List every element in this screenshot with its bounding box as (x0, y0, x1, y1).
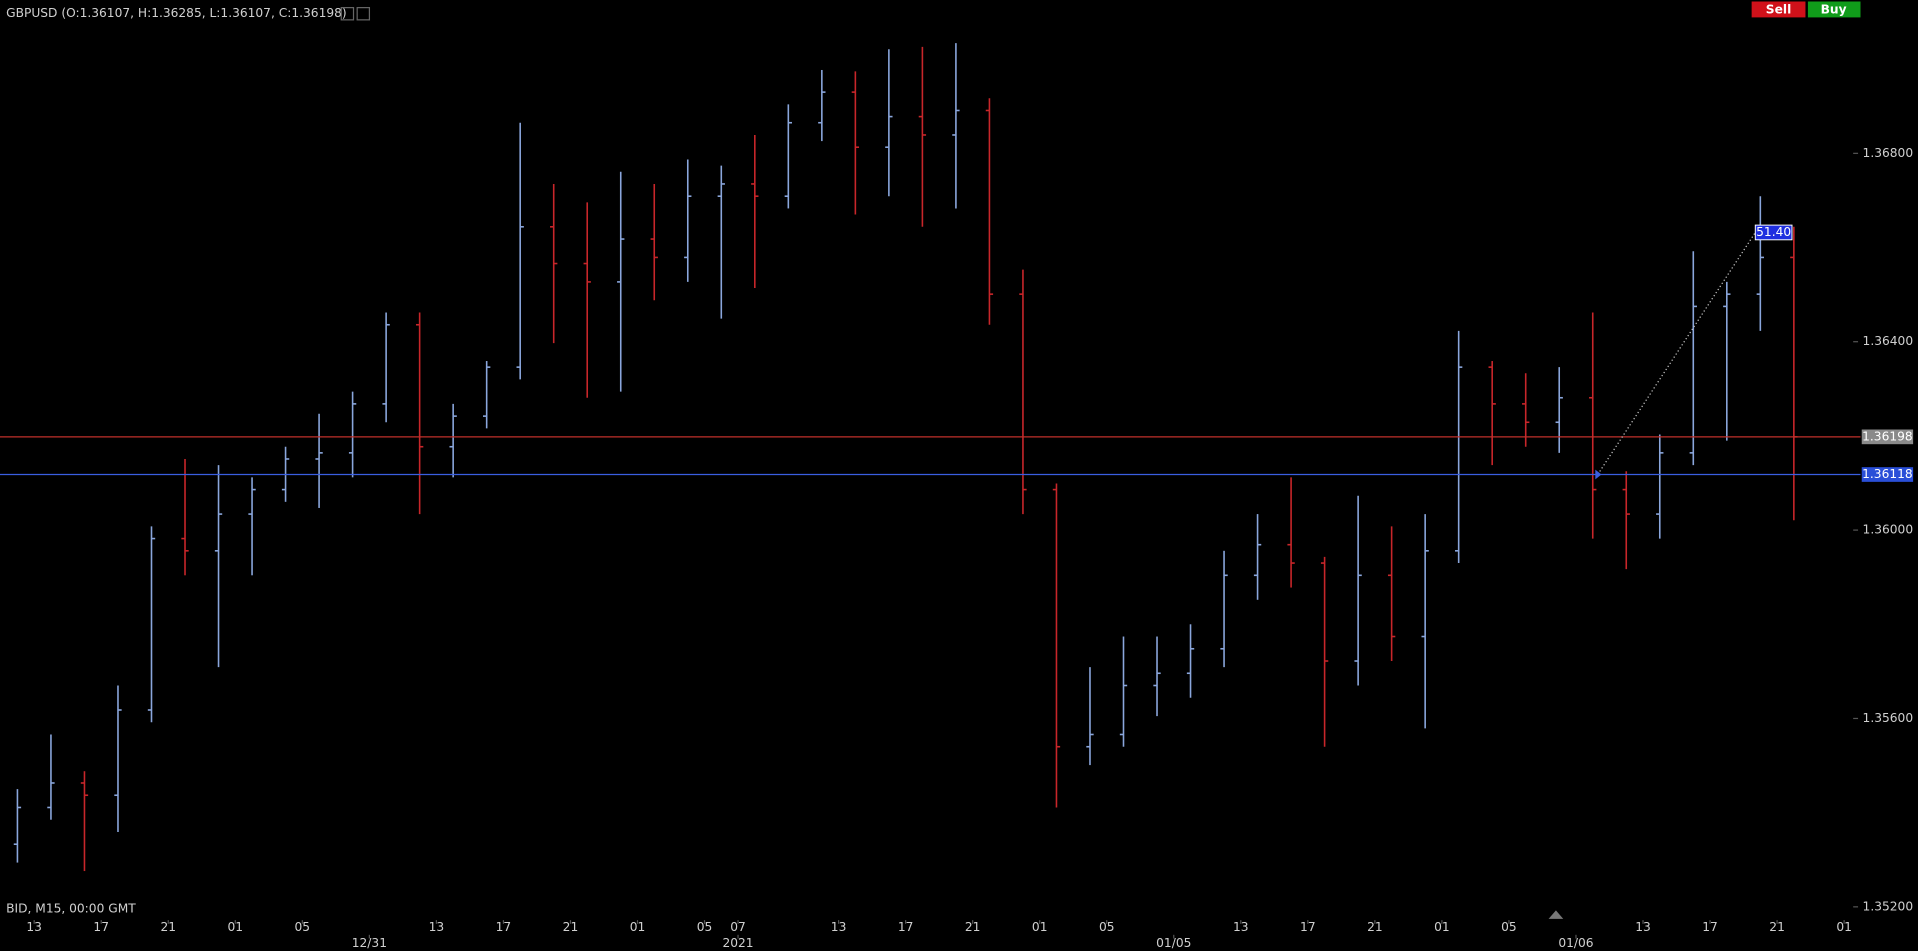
measure-start (1595, 469, 1602, 480)
x-tick-label: 13 (1635, 920, 1651, 934)
date-label: 01/05 (1156, 936, 1191, 950)
x-tick-label: 05 (1099, 920, 1115, 934)
x-tick-label: 07 (730, 920, 746, 934)
y-tick-label: 1.35200 (1863, 899, 1914, 913)
x-tick-label: 13 (26, 920, 42, 934)
price-label-box (1861, 467, 1914, 482)
x-tick-label: 17 (93, 920, 109, 934)
x-tick-label: 17 (1702, 920, 1718, 934)
measure-label: 51.40 (1756, 225, 1791, 239)
price-label: 1.36118 (1862, 467, 1913, 481)
x-tick-label: 21 (160, 920, 176, 934)
x-tick-label: 01 (630, 920, 646, 934)
x-tick-label: 05 (295, 920, 311, 934)
date-label: 01/06 (1558, 936, 1593, 950)
measure-label-box (1754, 224, 1793, 241)
header-icon[interactable] (356, 7, 371, 21)
x-tick-label: 13 (429, 920, 445, 934)
buy-button[interactable] (1807, 1, 1861, 18)
x-tick-label: 17 (1300, 920, 1316, 934)
x-tick-label: 13 (831, 920, 847, 934)
x-tick-label: 21 (965, 920, 981, 934)
price-label-box (1861, 429, 1914, 445)
x-tick-label: 21 (1367, 920, 1383, 934)
sell-label[interactable]: Sell (1766, 3, 1791, 17)
x-tick-label: 17 (496, 920, 512, 934)
x-tick-label: 01 (228, 920, 244, 934)
y-tick-label: 1.36400 (1863, 334, 1914, 348)
x-tick-label: 01 (1434, 920, 1450, 934)
bid-info: BID, M15, 00:00 GMT (6, 902, 136, 916)
sell-button[interactable] (1751, 1, 1806, 18)
header-icon[interactable] (340, 7, 355, 21)
x-tick-label: 01 (1836, 920, 1852, 934)
x-tick-label: 21 (1769, 920, 1785, 934)
x-tick-label: 21 (563, 920, 579, 934)
scroll-marker[interactable] (1548, 910, 1564, 919)
x-tick-label: 01 (1032, 920, 1048, 934)
date-label: 2021 (722, 936, 753, 950)
date-label: 12/31 (352, 936, 387, 950)
x-tick-label: 17 (898, 920, 914, 934)
x-tick-label: 05 (697, 920, 713, 934)
y-tick-label: 1.35600 (1863, 711, 1914, 725)
price-label: 1.36198 (1862, 429, 1913, 443)
y-tick-label: 1.36800 (1863, 146, 1914, 160)
symbol-header: GBPUSD (O:1.36107, H:1.36285, L:1.36107,… (6, 6, 347, 20)
x-tick-label: 13 (1233, 920, 1249, 934)
y-tick-label: 1.36000 (1863, 523, 1914, 537)
buy-label[interactable]: Buy (1821, 3, 1847, 17)
x-tick-label: 05 (1501, 920, 1517, 934)
measure-line (1597, 232, 1756, 475)
